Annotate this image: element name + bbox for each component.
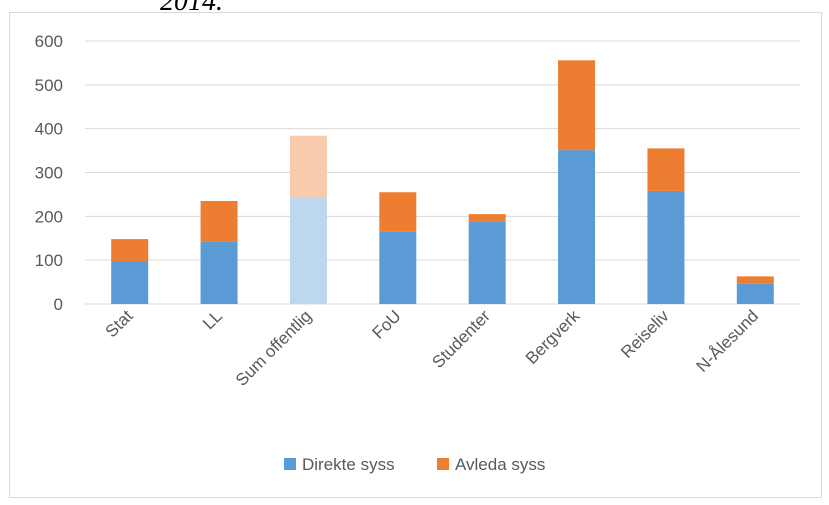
y-tick-label: 400 <box>35 120 63 139</box>
bar-avleda-syss <box>558 60 596 151</box>
y-tick-label: 0 <box>54 295 63 314</box>
category-label: Reiseliv <box>617 306 673 362</box>
category-label: Bergverk <box>522 306 584 368</box>
bar-direkte-syss <box>111 261 149 304</box>
bar-direkte-syss <box>647 190 685 304</box>
bar-avleda-syss <box>200 200 238 242</box>
legend-swatch-direkte <box>284 458 296 470</box>
bar-avleda-syss <box>289 135 327 198</box>
bar-direkte-syss <box>468 221 506 304</box>
bar-avleda-syss <box>468 214 506 222</box>
y-tick-label: 100 <box>35 251 63 270</box>
category-label: LL <box>199 306 226 333</box>
bar-avleda-syss <box>647 148 685 191</box>
bar-direkte-syss <box>289 197 327 304</box>
category-label: Sum offentlig <box>232 306 315 389</box>
category-label: Stat <box>102 306 137 341</box>
bar-avleda-syss <box>379 192 417 232</box>
bar-direkte-syss <box>558 150 596 304</box>
category-label: Studenter <box>428 306 494 372</box>
y-tick-label: 300 <box>35 164 63 183</box>
legend-label: Avleda syss <box>455 455 545 474</box>
bar-avleda-syss <box>736 276 774 284</box>
bar-direkte-syss <box>200 241 238 304</box>
y-tick-label: 200 <box>35 207 63 226</box>
category-label: FoU <box>368 306 404 342</box>
y-tick-label: 500 <box>35 76 63 95</box>
bar-direkte-syss <box>379 231 417 304</box>
legend-label: Direkte syss <box>302 455 395 474</box>
bar-direkte-syss <box>736 283 774 304</box>
category-label: N-Ålesund <box>693 306 763 376</box>
bar-avleda-syss <box>111 239 149 262</box>
y-tick-label: 600 <box>35 32 63 51</box>
legend-swatch-avleda <box>437 458 449 470</box>
